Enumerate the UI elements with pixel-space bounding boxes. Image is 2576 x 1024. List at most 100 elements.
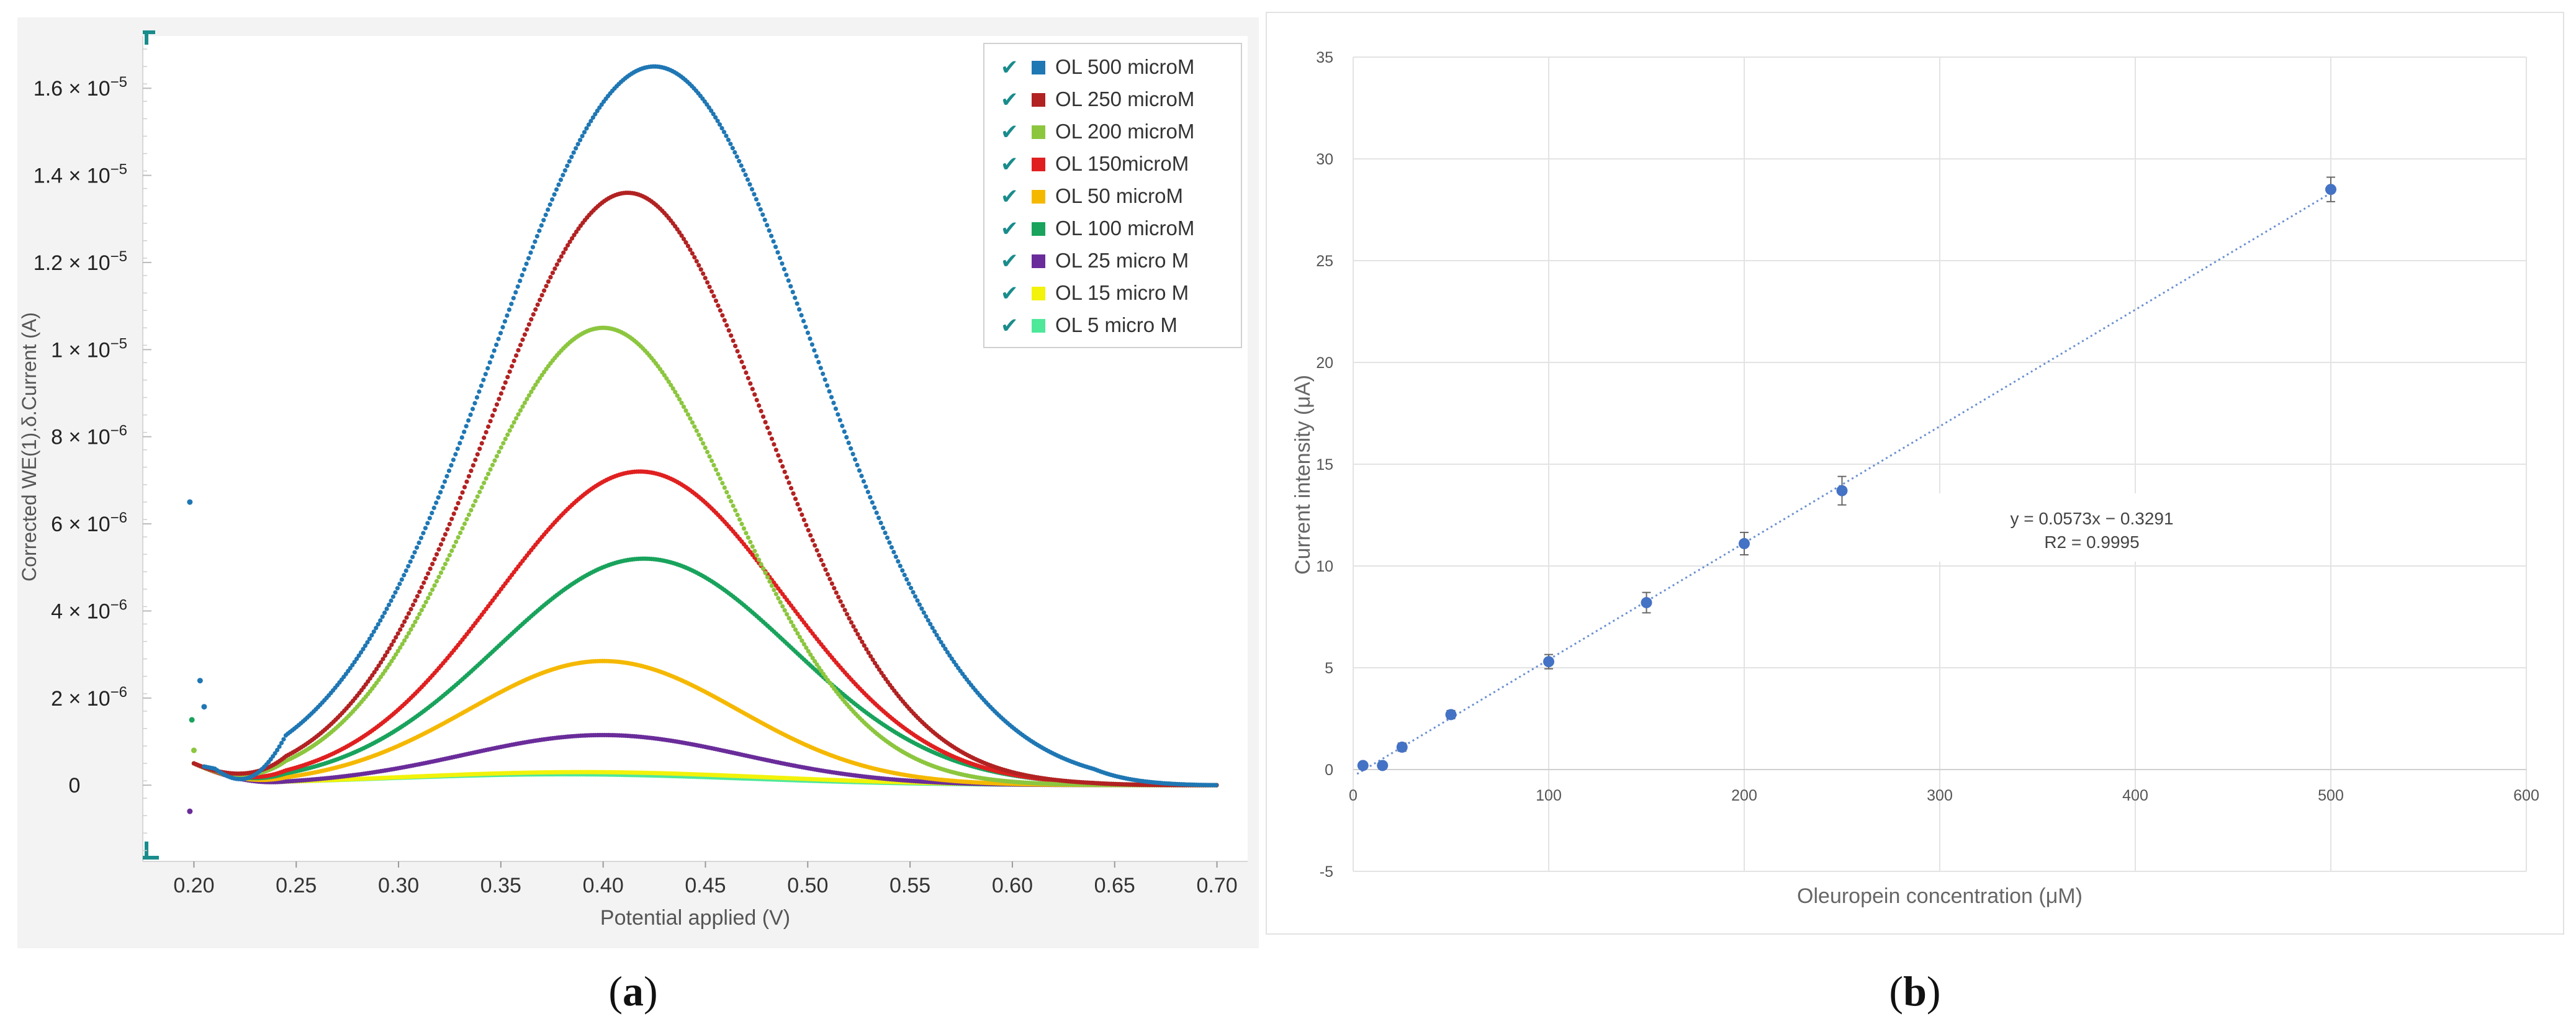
chart-a-point [701,271,706,276]
chart-b-point [1641,597,1652,609]
chart-b-x-tick-label: 500 [2318,787,2344,804]
chart-a-point [850,451,855,457]
chart-a-point [582,130,587,135]
chart-a-point [733,508,738,513]
chart-a-point [565,163,570,168]
chart-a-point [808,336,813,341]
chart-a-point [497,449,502,454]
chart-a-point [773,591,778,596]
chart-a-legend-check-icon[interactable]: ✔ [1001,120,1019,144]
chart-a-point [679,400,684,405]
chart-a-axis-top-marker [143,30,155,45]
chart-a-point [928,622,933,627]
chart-a-point [490,354,495,359]
chart-a-point [521,267,527,272]
chart-a-point [797,507,803,512]
chart-a-point [466,512,472,517]
chart-a-point [408,627,413,632]
chart-a-point [430,511,435,516]
chart-a-point [400,623,405,628]
chart-a-point [498,391,503,396]
chart-a-point [748,381,753,386]
chart-a-point [457,530,463,536]
chart-a-point [558,177,564,182]
chart-a-point [791,623,796,629]
chart-b-y-tick-label: 10 [1316,558,1333,575]
chart-a-legend-check-icon[interactable]: ✔ [1001,249,1019,273]
chart-a-point [438,490,443,495]
chart-a-point [492,408,497,413]
chart-a-point [390,594,396,599]
chart-a-point [795,301,799,306]
chart-a-point [799,313,804,318]
chart-a-point [813,543,817,548]
chart-a-point [447,553,452,558]
chart-b: -5 0 5 10 15 20 25 30 35 0 100 200 300 400 500 600 y =… [1266,12,2564,935]
chart-a-point [511,295,516,300]
chart-a-point [520,404,525,409]
chart-a-point [799,512,804,517]
chart-a-point [790,289,795,295]
chart-a-point [732,150,737,155]
chart-a-point [462,429,467,434]
chart-a-point [821,562,826,567]
chart-a-point [733,343,738,349]
chart-a-legend-check-icon[interactable]: ✔ [1001,217,1019,241]
chart-a-point [872,505,877,510]
chart-a-point [418,536,424,541]
chart-b-point [1836,485,1848,496]
chart-a-legend-check-icon[interactable]: ✔ [1001,153,1019,176]
chart-a-legend-label: OL 200 microM [1055,120,1194,143]
chart-a-point [810,538,815,543]
chart-a-point [432,583,437,588]
chart-a-y-tick-label: 6 × 10−6 [51,510,127,536]
chart-a-point [737,354,742,359]
chart-a-point [919,606,924,611]
chart-a-point [474,395,480,400]
chart-a-point [380,614,385,619]
chart-a-point [719,125,724,131]
chart-a-point [773,245,778,249]
chart-a-point [538,297,543,302]
chart-b-frame [1266,12,2564,935]
chart-a-point [533,307,538,312]
chart-a-point [863,484,868,489]
chart-a-point [729,499,734,504]
chart-a-point [473,498,478,503]
chart-a-point [457,441,462,446]
chart-a-point [822,377,827,382]
chart-b-point [1445,709,1457,721]
chart-a-legend-check-icon[interactable]: ✔ [1001,185,1019,209]
chart-a-legend-check-icon[interactable]: ✔ [1001,88,1019,112]
chart-a-legend-swatch [1032,190,1045,204]
chart-a-point [535,302,540,307]
chart-a-point [469,469,474,474]
chart-a-point [865,490,870,495]
chart-a-point [761,414,766,419]
chart-a-point [505,374,510,380]
chart-a-legend-check-icon[interactable]: ✔ [1001,56,1019,79]
chart-a-point [762,217,767,222]
chart-a-point [404,615,409,620]
chart-a-point [788,619,794,624]
chart-a-point [831,400,836,405]
chart-a-point [522,400,528,405]
chart-a-point [520,337,525,343]
chart-a-y-tick-label: 1 × 10−5 [51,335,127,362]
chart-a-legend-check-icon[interactable]: ✔ [1001,282,1019,305]
chart-a-point [825,572,831,577]
chart-a-point [757,557,762,562]
chart-a-point [413,598,418,603]
chart-a-legend-check-icon[interactable]: ✔ [1001,314,1019,338]
chart-a-point [403,568,408,573]
chart-a-point [430,562,435,567]
chart-a-x-tick-label: 0.55 [889,874,930,897]
chart-a-point [430,587,435,592]
chart-a-point [741,526,747,531]
chart-a-point [408,559,413,564]
chart-a-point [432,557,437,562]
chart-a-point [778,600,783,605]
chart-a-point [847,616,852,621]
chart-b-x-tick-label: 400 [2122,787,2148,804]
chart-a-point [769,436,775,441]
